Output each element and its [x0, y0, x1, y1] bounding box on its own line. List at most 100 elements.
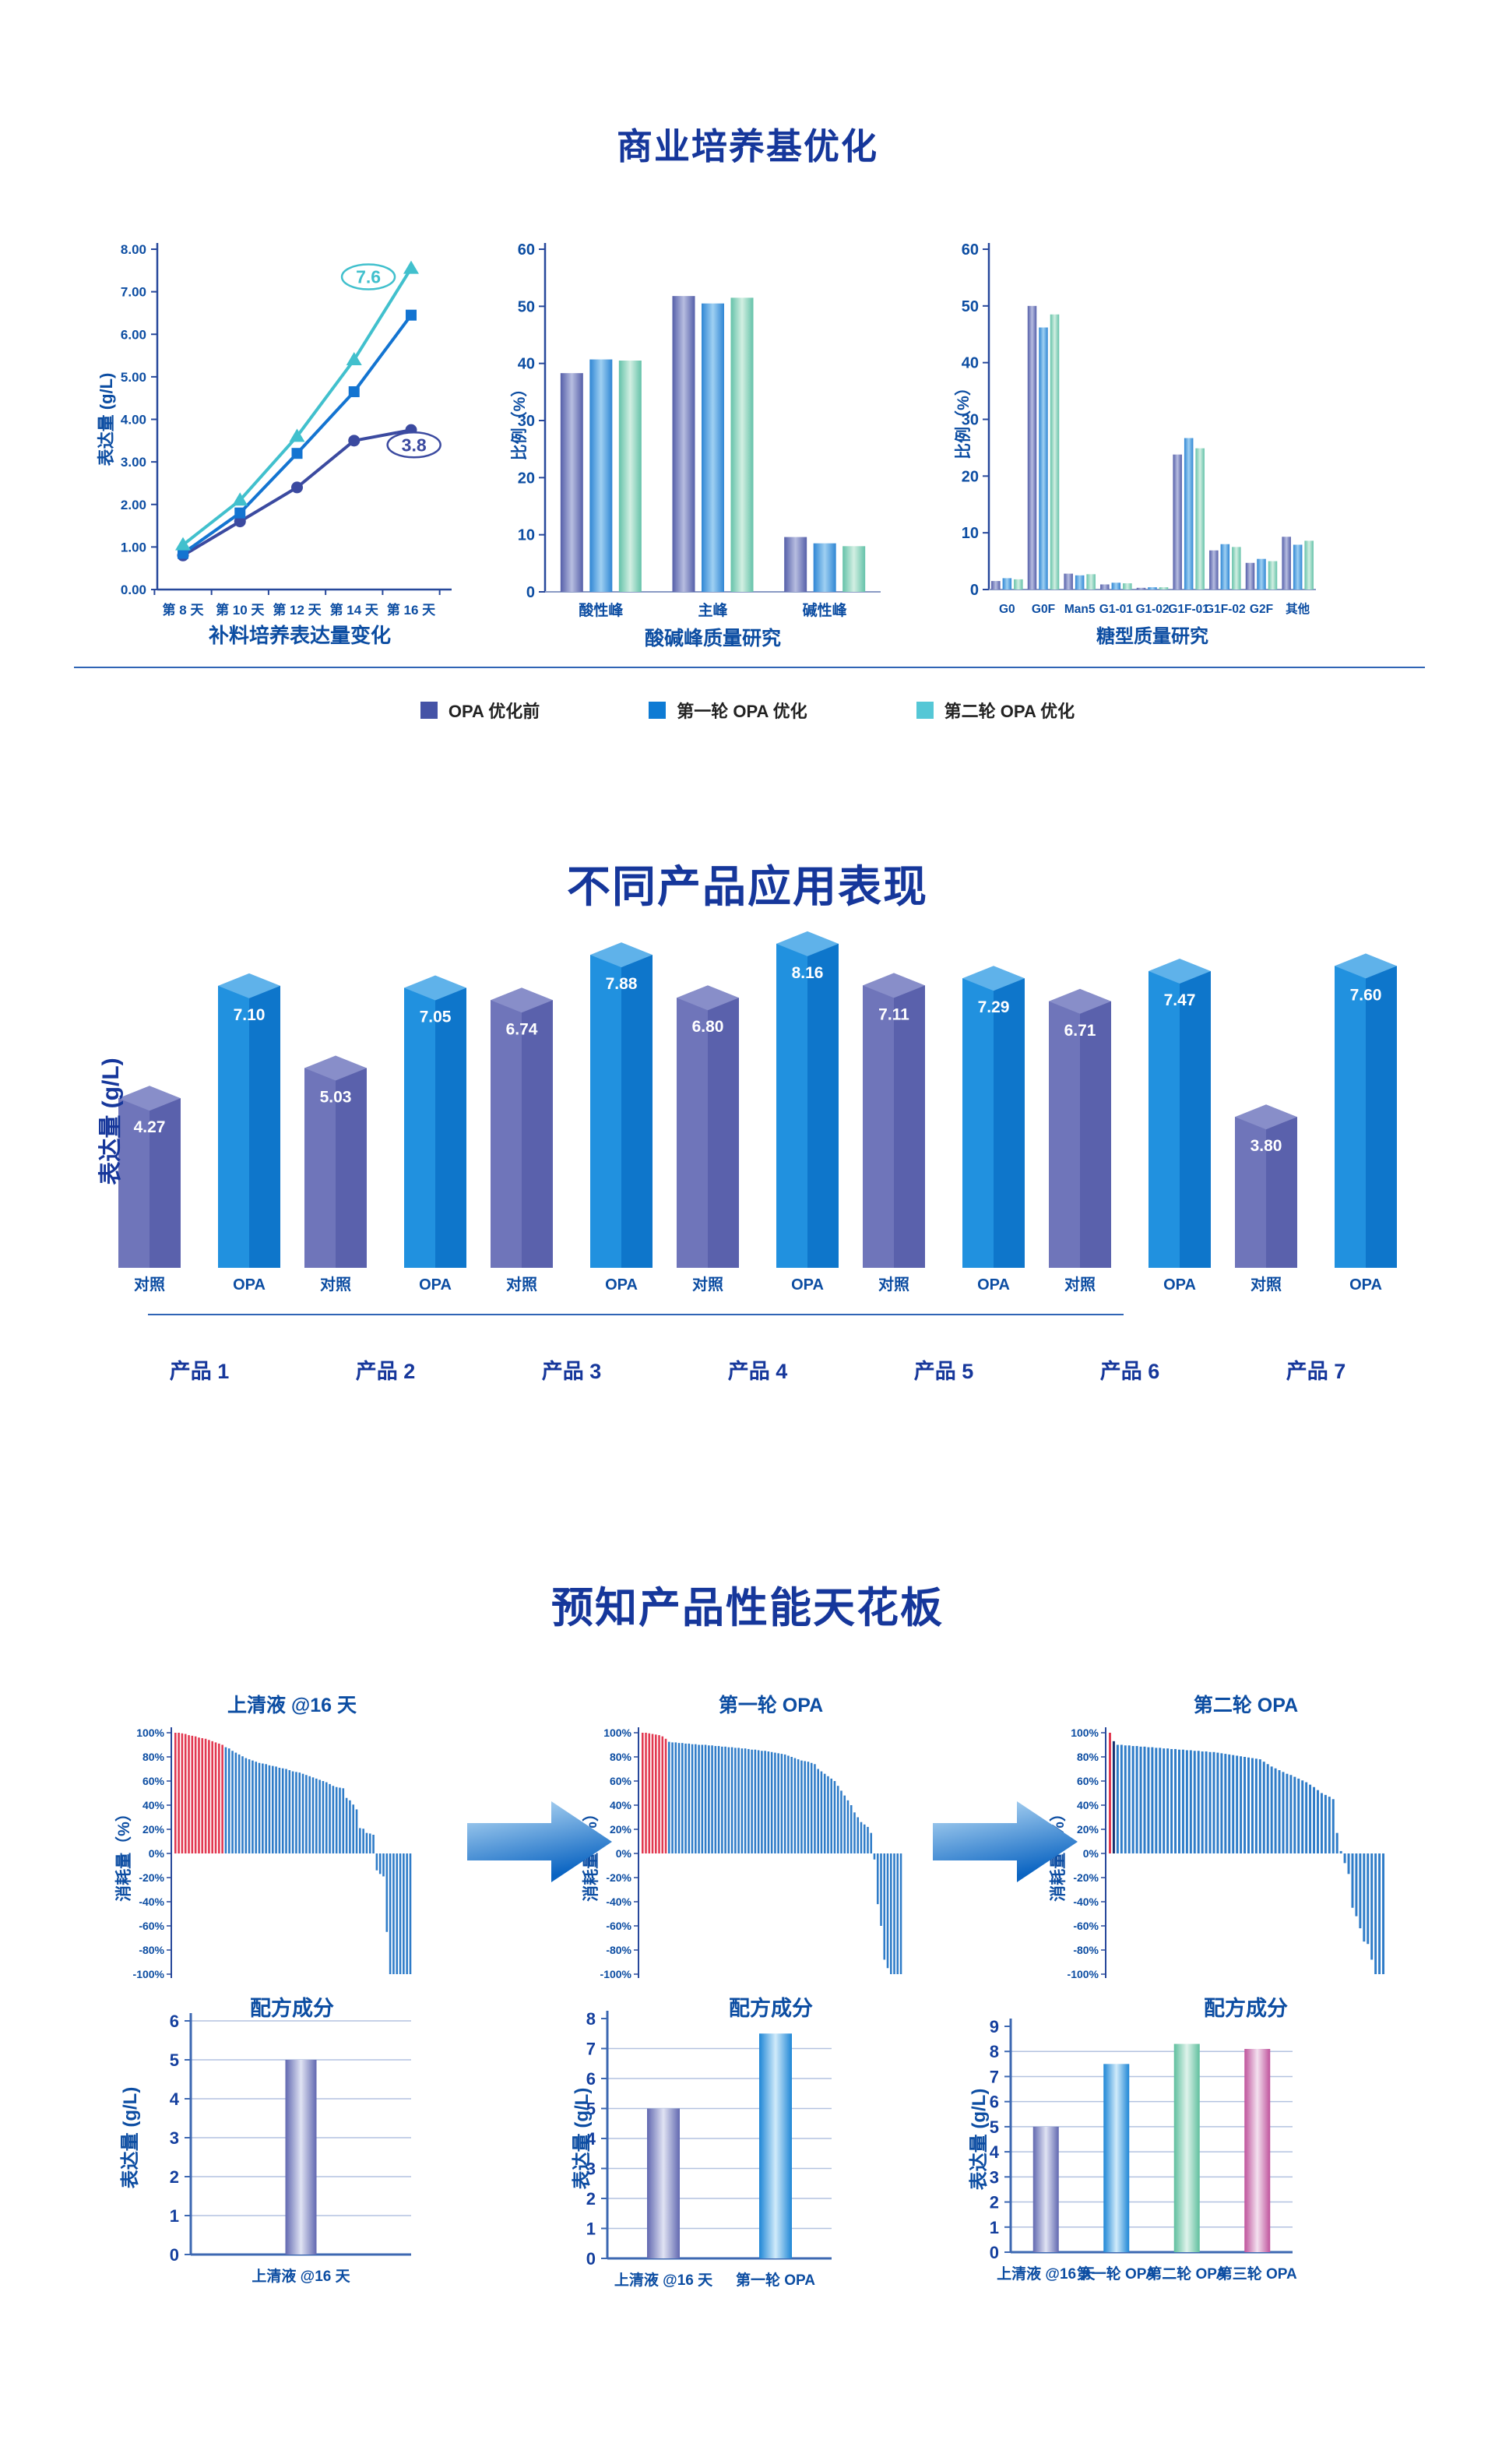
y-tick-label: 40%	[1077, 1799, 1099, 1811]
legend-swatch-icon	[420, 702, 438, 719]
bar	[1100, 584, 1110, 590]
bar-top-face	[1235, 1104, 1297, 1130]
bar	[1184, 438, 1194, 590]
waterfall-bar	[322, 1781, 325, 1853]
waterfall-bar	[1335, 1832, 1338, 1853]
waterfall-bar	[1343, 1853, 1346, 1864]
y-tick-label: 8	[990, 2042, 999, 2061]
waterfall-bar	[1124, 1745, 1127, 1853]
y-tick-label: 0.00	[121, 583, 146, 597]
waterfall-bar	[231, 1751, 234, 1853]
waterfall-bar	[1258, 1759, 1261, 1853]
y-tick-label: 4	[170, 2089, 180, 2109]
x-tick-label: 第 8 天	[163, 602, 205, 618]
waterfall-bar	[893, 1853, 895, 1974]
bar	[1304, 540, 1314, 590]
bar-face-left	[304, 1068, 336, 1268]
y-tick-label: 20	[518, 470, 535, 487]
marker	[348, 435, 361, 447]
waterfall-bar	[1247, 1757, 1250, 1853]
y-tick-label: 0	[990, 2243, 999, 2262]
waterfall-bar	[899, 1853, 902, 1974]
waterfall-bar	[339, 1787, 341, 1853]
waterfall-bar	[793, 1758, 797, 1853]
y-tick-label: 4	[990, 2142, 1000, 2162]
x-tick-label: G1-02	[1135, 603, 1169, 616]
y-tick-label: 60	[518, 241, 535, 259]
waterfall-bar	[807, 1762, 810, 1853]
bar-label: 对照	[878, 1275, 909, 1294]
bar-face-right	[708, 998, 739, 1268]
y-tick-label: 7.00	[121, 285, 146, 300]
bar-face-right	[1266, 1117, 1297, 1268]
group-label: 产品 4	[728, 1360, 788, 1383]
bar-label: 对照	[134, 1275, 165, 1294]
waterfall-bar	[783, 1754, 786, 1853]
waterfall-bar	[194, 1736, 197, 1853]
waterfall-bar	[704, 1744, 707, 1853]
x-tick-label: G1F-01	[1168, 603, 1209, 616]
bar	[1032, 2126, 1059, 2252]
waterfall-bar	[688, 1743, 691, 1853]
waterfall-bar	[285, 1769, 287, 1853]
bar-value-label: 7.29	[978, 998, 1010, 1016]
annotation-text: 3.8	[402, 435, 427, 455]
bar-label: 对照	[1064, 1275, 1096, 1294]
waterfall-bar	[867, 1826, 869, 1853]
waterfall-bar	[846, 1800, 850, 1853]
waterfall-bar	[201, 1737, 204, 1853]
bar-face-left	[118, 1098, 150, 1268]
marker	[348, 385, 360, 397]
waterfall-bar	[368, 1833, 371, 1853]
waterfall-bar	[1181, 1749, 1184, 1853]
legend-item: 第一轮 OPA 优化	[649, 698, 807, 723]
waterfall-bar	[714, 1746, 717, 1853]
waterfall-bar	[359, 1828, 361, 1853]
y-tick-label: 7	[990, 2067, 999, 2086]
x-tick-label: 第 10 天	[216, 602, 265, 618]
bar	[618, 361, 642, 592]
waterfall-bar	[1224, 1754, 1227, 1853]
waterfall-bar	[774, 1752, 776, 1853]
marker	[175, 537, 191, 551]
waterfall-bar	[761, 1751, 763, 1853]
bar-label: 对照	[506, 1275, 537, 1294]
waterfall-bar	[214, 1742, 217, 1853]
waterfall-bar	[332, 1786, 335, 1853]
waterfall-bar	[833, 1781, 836, 1853]
waterfall-bar	[691, 1744, 694, 1853]
waterfall-bar	[1205, 1751, 1208, 1853]
waterfall-bar	[1351, 1853, 1354, 1908]
x-tick-label: G1F-02	[1205, 603, 1246, 616]
waterfall-bar	[403, 1853, 405, 1974]
waterfall-bar	[840, 1790, 842, 1853]
waterfall-bar	[1120, 1744, 1123, 1853]
waterfall-bar	[362, 1829, 364, 1853]
bar-label: OPA	[977, 1276, 1010, 1294]
y-tick-label: 1.00	[121, 540, 146, 554]
y-tick-label: 7	[586, 2040, 596, 2059]
x-axis-title: 糖型质量研究	[1096, 625, 1208, 647]
waterfall-bar	[1127, 1745, 1131, 1853]
waterfall-bar	[1109, 1733, 1111, 1853]
y-tick-label: 5.00	[121, 370, 146, 385]
waterfall-bar	[757, 1750, 760, 1853]
waterfall-bar	[880, 1853, 882, 1926]
bar-face-left	[491, 1000, 522, 1268]
waterfall-bar	[830, 1778, 832, 1853]
y-tick-label: 8	[586, 2009, 596, 2029]
waterfall-bar	[860, 1822, 863, 1853]
waterfall-bar	[1166, 1748, 1170, 1853]
waterfall-bar	[385, 1853, 389, 1932]
x-tick-label: 第 14 天	[330, 602, 379, 618]
waterfall-bar	[1317, 1790, 1319, 1853]
bar-top-face	[863, 973, 925, 998]
y-tick-label: 6	[990, 2093, 999, 2112]
waterfall-bar	[1139, 1746, 1142, 1853]
bar-top-face	[491, 987, 553, 1013]
waterfall-bar	[409, 1853, 412, 1974]
bar-top-face	[962, 966, 1025, 991]
bar	[1282, 537, 1291, 590]
y-tick-label: 9	[990, 2017, 999, 2036]
bar-label: 对照	[692, 1275, 723, 1294]
